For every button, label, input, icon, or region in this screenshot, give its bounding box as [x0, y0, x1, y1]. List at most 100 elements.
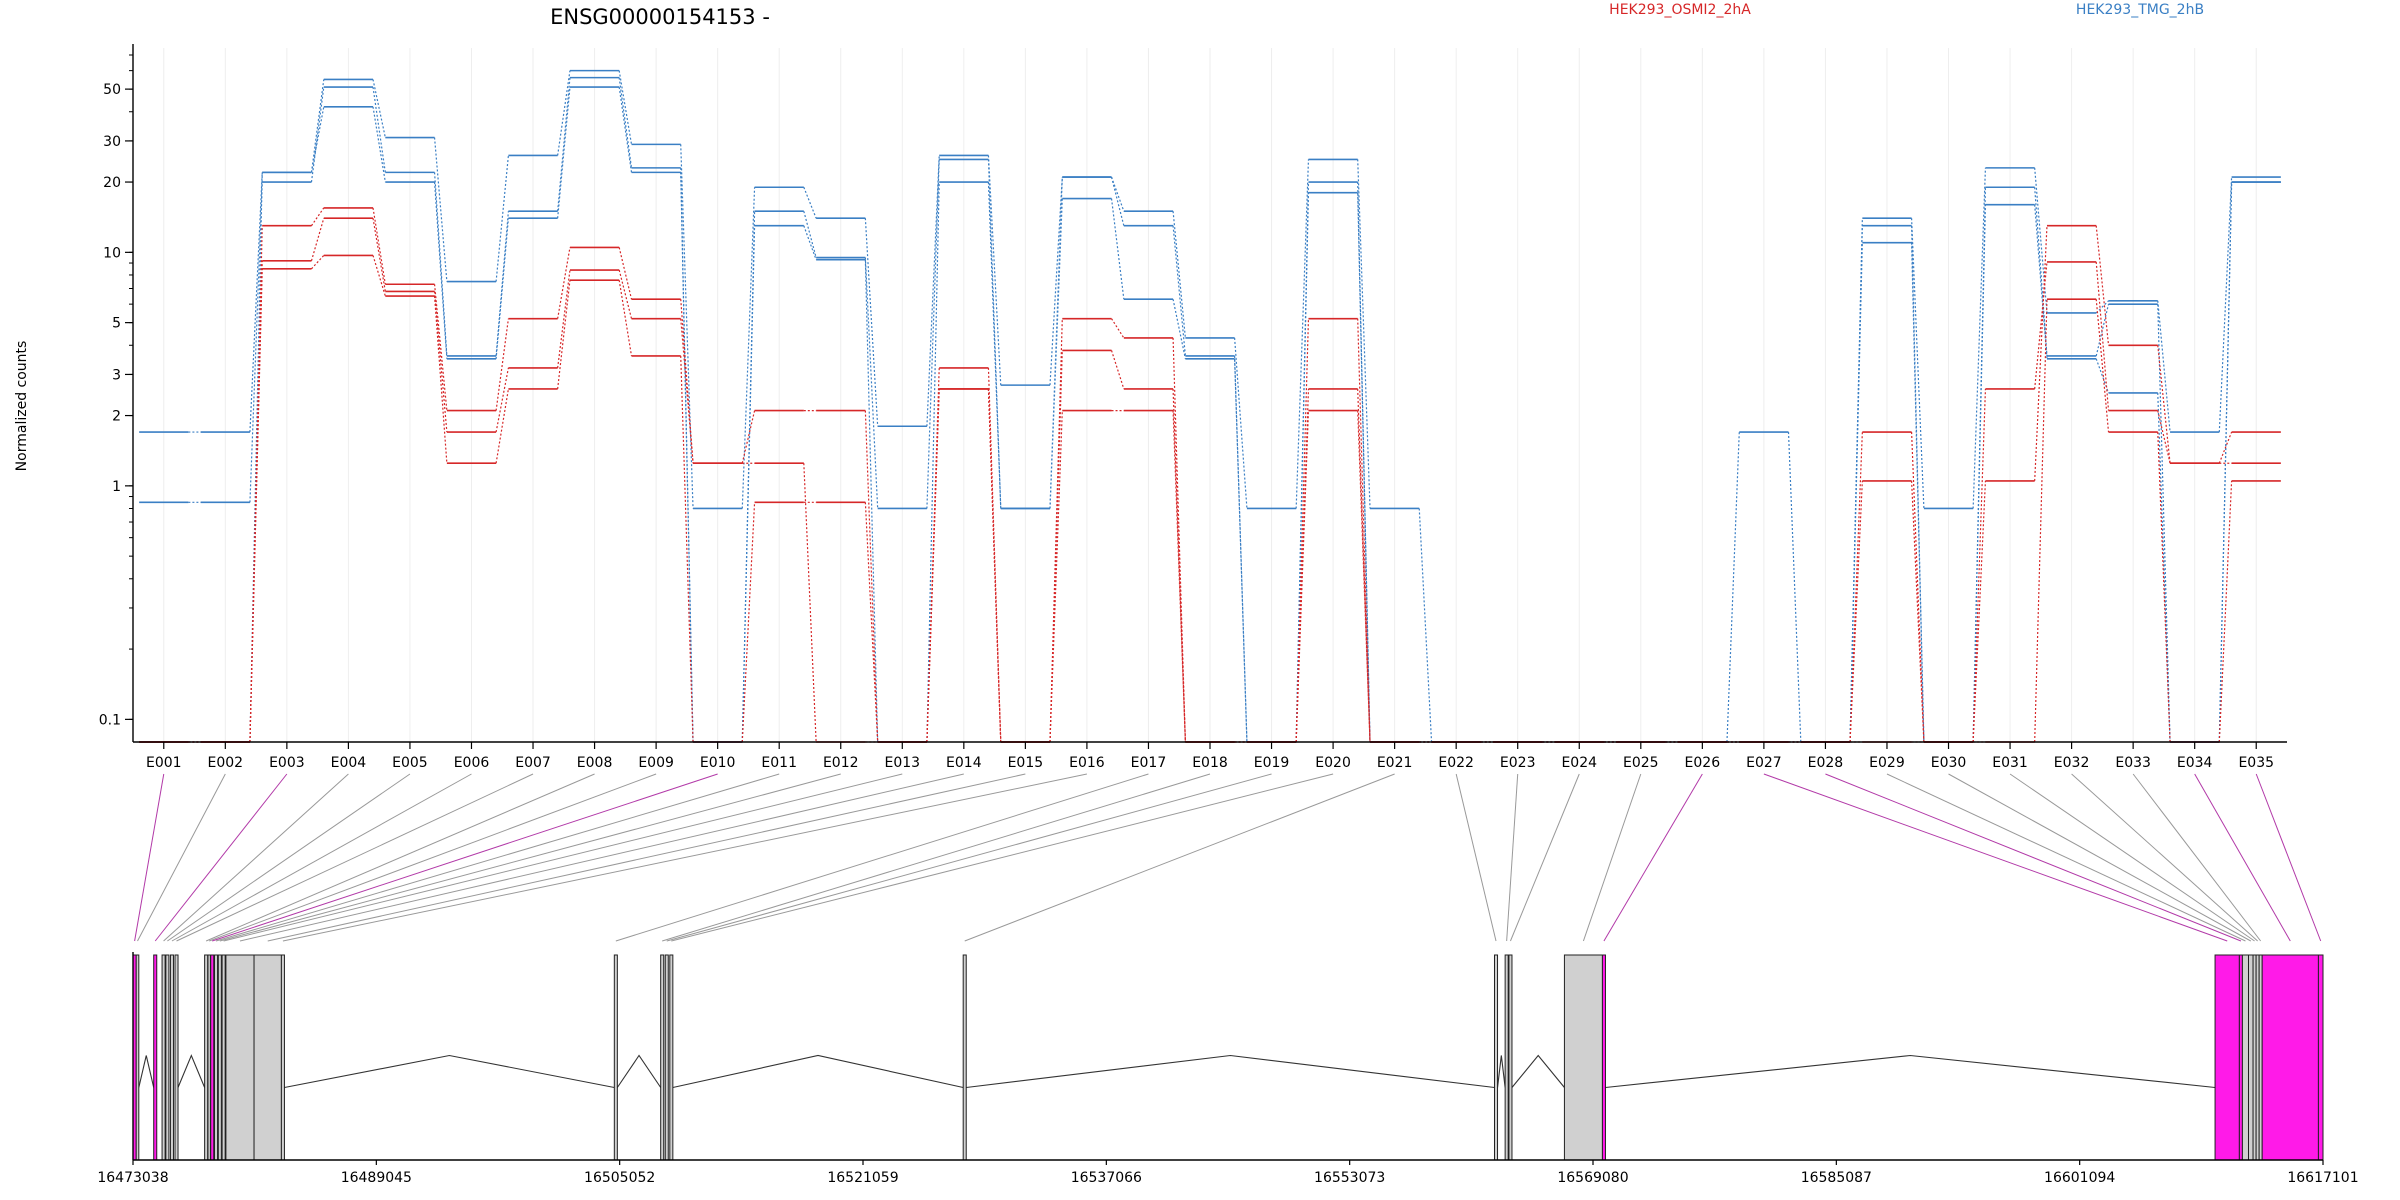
exon-box-E022 [1493, 954, 1499, 1161]
x-tick-label-E033: E033 [2115, 755, 2151, 771]
step-E008 [618, 247, 633, 300]
step-E015 [1049, 318, 1063, 743]
step-E008 [618, 77, 633, 168]
x-tick-label-E013: E013 [884, 755, 920, 771]
y-tick-label-1: 1 [112, 479, 121, 495]
exon-box-E035 [2317, 954, 2324, 1161]
x-tick-label-E031: E031 [1992, 755, 2028, 771]
connector-E014 [239, 773, 964, 942]
x-tick-label-E035: E035 [2238, 755, 2274, 771]
step-E003 [310, 106, 325, 173]
step-E026 [1726, 432, 1740, 743]
step-E004 [372, 106, 386, 183]
genomic-tick-label-16521059: 16521059 [827, 1170, 898, 1186]
genomic-tick-label-16617101: 16617101 [2287, 1170, 2358, 1186]
step-E019 [1295, 410, 1310, 743]
y-tick-label-50: 50 [103, 82, 121, 98]
x-tick-label-E020: E020 [1315, 755, 1351, 771]
x-tick-label-E007: E007 [515, 755, 551, 771]
x-tick-label-E022: E022 [1438, 755, 1474, 771]
step-E016 [1111, 318, 1125, 339]
genomic-tick-label-16473038: 16473038 [97, 1170, 168, 1186]
step-E007 [557, 269, 571, 368]
connector-E035 [2255, 773, 2322, 942]
step-E003 [310, 218, 325, 261]
step-E002 [249, 172, 263, 743]
step-E016 [1110, 176, 1125, 226]
step-E034 [2218, 480, 2233, 743]
y-tick-label-2: 2 [112, 409, 121, 425]
genomic-tick-label-16489045: 16489045 [341, 1170, 412, 1186]
step-E007 [557, 280, 571, 390]
connector-E022 [1455, 773, 1497, 942]
step-E029 [1910, 218, 1925, 509]
step-E033 [2157, 410, 2171, 464]
step-E005 [433, 137, 448, 282]
step-E004 [372, 218, 386, 292]
y-tick-label-30: 30 [103, 134, 121, 150]
step-E007 [557, 247, 571, 319]
step-E009 [680, 355, 694, 743]
exon-box-E009 [207, 954, 211, 1161]
step-E016 [1110, 198, 1125, 300]
step-E006 [495, 155, 510, 282]
exon-box-E004 [161, 954, 166, 1161]
step-E003 [311, 255, 325, 270]
x-tick-label-E026: E026 [1685, 755, 1721, 771]
step-E006 [495, 367, 510, 433]
step-E033 [2157, 432, 2171, 743]
x-tick-label-E009: E009 [638, 755, 674, 771]
exon-box-E007 [174, 954, 179, 1161]
exon-box-E020 [669, 954, 674, 1161]
step-E030 [1972, 204, 1987, 743]
y-tick-label-0.1: 0.1 [99, 712, 121, 728]
intron-E021-E022 [966, 1054, 1495, 1089]
step-E009 [680, 144, 694, 509]
connector-E009 [209, 773, 657, 942]
x-tick-label-E012: E012 [823, 755, 859, 771]
exon-box-E014 [225, 954, 255, 1161]
step-E031 [2034, 167, 2048, 314]
connector-E027 [1763, 773, 2228, 942]
connector-E008 [205, 773, 595, 942]
step-E009 [680, 318, 694, 464]
exon-box-E034 [2261, 954, 2319, 1161]
genomic-tick-label-16537066: 16537066 [1071, 1170, 1142, 1186]
step-E004 [372, 207, 386, 285]
exon-connector-lines [134, 773, 2322, 942]
x-tick-label-E034: E034 [2177, 755, 2213, 771]
step-E031 [2034, 225, 2048, 481]
step-E018 [1234, 358, 1248, 743]
step-E020 [1357, 410, 1371, 743]
connector-E007 [176, 773, 534, 942]
plot-gridlines [163, 48, 2257, 742]
exon-box-E016 [280, 954, 285, 1161]
step-E015 [1049, 177, 1063, 386]
x-tick-label-E017: E017 [1131, 755, 1167, 771]
x-tick-label-E032: E032 [2054, 755, 2090, 771]
connector-E001 [134, 773, 165, 942]
step-E006 [495, 211, 510, 357]
step-E028 [1849, 480, 1863, 743]
connector-E005 [167, 773, 411, 942]
step-E013 [926, 182, 940, 743]
step-E002 [249, 172, 263, 433]
connector-E034 [2194, 773, 2291, 942]
connector-E023 [1506, 773, 1519, 942]
x-tick-label-E025: E025 [1623, 755, 1659, 771]
connector-E006 [171, 773, 472, 942]
step-E006 [495, 218, 510, 359]
step-E005 [433, 284, 448, 411]
x-tick-label-E019: E019 [1254, 755, 1290, 771]
step-E008 [618, 70, 633, 145]
step-E016 [1110, 350, 1125, 390]
step-E019 [1295, 192, 1310, 743]
exon-box-E011 [214, 954, 219, 1161]
step-E012 [864, 259, 879, 743]
connector-E013 [223, 773, 903, 942]
step-E031 [2034, 299, 2048, 743]
step-E020 [1357, 388, 1371, 743]
exon-box-E023 [1504, 954, 1509, 1161]
series-HEK293_TMG_2hB-2 [139, 86, 2281, 743]
x-tick-label-E028: E028 [1808, 755, 1844, 771]
